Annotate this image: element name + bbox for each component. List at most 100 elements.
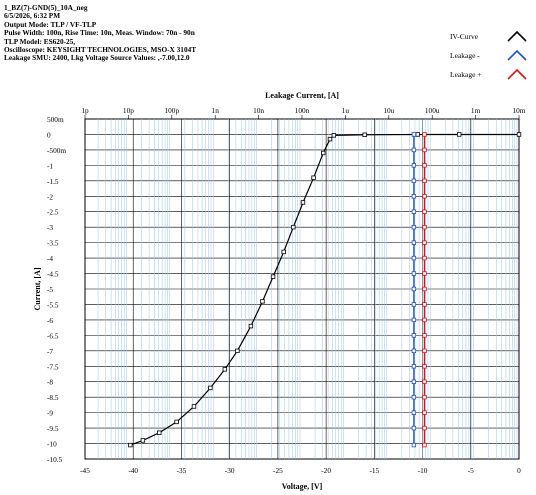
data-point-leakage bbox=[411, 163, 417, 168]
data-point-leakage bbox=[411, 442, 417, 448]
y-tick-label: -7 bbox=[47, 347, 53, 356]
data-point-leakage bbox=[422, 410, 427, 415]
y-tick-label: -4 bbox=[47, 254, 53, 263]
data-point-iv-curve bbox=[362, 132, 367, 137]
y-tick-label: -1 bbox=[47, 161, 53, 170]
y-axis-title: Current, [A] bbox=[33, 267, 42, 310]
x-tick-label: -45 bbox=[80, 466, 90, 475]
info-tlp-model: TLP Model: ES620-25, bbox=[4, 36, 76, 46]
x-tick-label: -40 bbox=[128, 466, 138, 475]
data-point-iv-curve bbox=[140, 438, 146, 443]
top-axis-tick-label: 1m bbox=[471, 106, 481, 115]
top-axis-tick-label: 100u bbox=[425, 106, 440, 115]
data-point-leakage bbox=[411, 178, 417, 184]
data-point-leakage bbox=[411, 302, 417, 307]
top-axis-tick-label: 100n bbox=[295, 106, 310, 115]
info-timestamp: 6/5/2026, 6:32 PM bbox=[4, 11, 61, 21]
data-point-iv-curve bbox=[321, 150, 326, 156]
x-tick-label: -10 bbox=[418, 466, 428, 475]
axes: 500m 0 -500m -1 -1.5 -2 -2.5 -3 -3.5 -4 -4.5 -5 -5.5… bbox=[47, 106, 526, 475]
data-point-iv-curve bbox=[208, 385, 213, 391]
data-point-iv-curve bbox=[281, 249, 286, 255]
legend-label-iv-curve: IV-Curve bbox=[450, 32, 479, 41]
y-tick-label: -10 bbox=[47, 440, 57, 449]
data-point-leakage bbox=[411, 394, 417, 400]
info-pulse-width: Pulse Width: 100n, Rise Time: 10n, Meas.… bbox=[4, 28, 195, 38]
y-tick-label: -3 bbox=[47, 223, 53, 232]
x-tick-label: 0 bbox=[517, 466, 521, 475]
data-point-leakage bbox=[422, 333, 427, 338]
data-point-iv-curve bbox=[235, 348, 240, 354]
data-point-leakage bbox=[411, 147, 417, 153]
data-point-leakage bbox=[422, 302, 427, 307]
y-tick-label: -10.5 bbox=[47, 455, 63, 464]
data-point-leakage bbox=[422, 255, 427, 261]
data-point-leakage bbox=[422, 240, 427, 245]
legend-item-leakage-plus: Leakage + bbox=[447, 67, 533, 87]
data-point-leakage bbox=[411, 132, 417, 137]
data-point-leakage bbox=[411, 224, 417, 230]
data-point-leakage bbox=[422, 224, 427, 230]
top-axis-tick-label: 100p bbox=[165, 106, 180, 115]
data-point-iv-curve bbox=[191, 404, 197, 409]
y-tick-label: 500m bbox=[47, 115, 64, 124]
data-point-iv-curve bbox=[331, 133, 337, 138]
data-point-leakage bbox=[422, 286, 427, 292]
data-point-iv-curve bbox=[270, 274, 276, 279]
x-tick-label: -30 bbox=[225, 466, 235, 475]
y-tick-label: -6 bbox=[47, 316, 53, 325]
data-point-iv-curve bbox=[415, 132, 420, 137]
data-point-leakage bbox=[422, 209, 427, 214]
top-axis-title: Leakage Current, [A] bbox=[265, 91, 339, 100]
data-point-leakage bbox=[411, 410, 417, 415]
data-point-leakage bbox=[411, 240, 417, 245]
y-tick-label: -1.5 bbox=[47, 177, 59, 186]
curve-icon bbox=[507, 30, 527, 42]
x-tick-label: -15 bbox=[369, 466, 379, 475]
data-point-iv-curve bbox=[457, 132, 462, 137]
y-tick-label: -9.5 bbox=[47, 424, 59, 433]
y-tick-label: -5.5 bbox=[47, 300, 59, 309]
data-point-leakage bbox=[422, 348, 427, 354]
x-tick-label: -20 bbox=[321, 466, 331, 475]
top-axis-tick-label: 1p bbox=[81, 106, 89, 115]
data-point-iv-curve bbox=[311, 175, 316, 180]
info-title: 1_BZ(7)-GND(5)_10A_neg bbox=[4, 3, 88, 12]
data-point-leakage bbox=[422, 163, 427, 168]
data-point-iv-curve bbox=[248, 323, 254, 329]
x-tick-label: -5 bbox=[468, 466, 474, 475]
data-point-leakage bbox=[422, 147, 427, 153]
data-point-iv-curve bbox=[157, 430, 162, 435]
info-leakage-smu: Leakage SMU: 2400, Lkg Voltage Source Va… bbox=[4, 53, 190, 63]
data-point-leakage bbox=[411, 379, 417, 384]
y-tick-label: 0 bbox=[47, 130, 51, 139]
data-point-leakage bbox=[411, 425, 417, 431]
legend-label-leakage-minus: Leakage - bbox=[450, 51, 480, 60]
data-point-leakage bbox=[411, 286, 417, 292]
curve-icon bbox=[507, 49, 527, 61]
y-tick-label: -8 bbox=[47, 378, 53, 387]
y-tick-label: -3.5 bbox=[47, 239, 59, 248]
data-point-iv-curve bbox=[291, 224, 296, 230]
x-tick-label: -35 bbox=[177, 466, 187, 475]
data-series bbox=[128, 132, 522, 448]
data-point-leakage bbox=[411, 255, 417, 261]
x-axis-title: Voltage, [V] bbox=[282, 482, 323, 491]
top-axis-tick-label: 10n bbox=[253, 106, 264, 115]
data-point-leakage bbox=[422, 317, 427, 323]
data-point-leakage bbox=[411, 209, 417, 214]
data-point-leakage bbox=[411, 317, 417, 323]
data-point-leakage bbox=[411, 348, 417, 354]
data-point-iv-curve bbox=[222, 367, 228, 372]
info-output-mode: Output Mode: TLP / VF-TLP bbox=[4, 19, 97, 29]
y-tick-label: -9 bbox=[47, 409, 53, 418]
data-point-iv-curve bbox=[327, 136, 333, 142]
y-tick-label: -2.5 bbox=[47, 208, 59, 217]
data-point-leakage bbox=[422, 425, 427, 431]
data-point-iv-curve bbox=[516, 132, 522, 137]
data-point-leakage bbox=[422, 132, 427, 137]
data-point-iv-curve bbox=[174, 419, 179, 425]
data-point-leakage bbox=[422, 394, 427, 400]
y-tick-label: -6.5 bbox=[47, 331, 59, 340]
